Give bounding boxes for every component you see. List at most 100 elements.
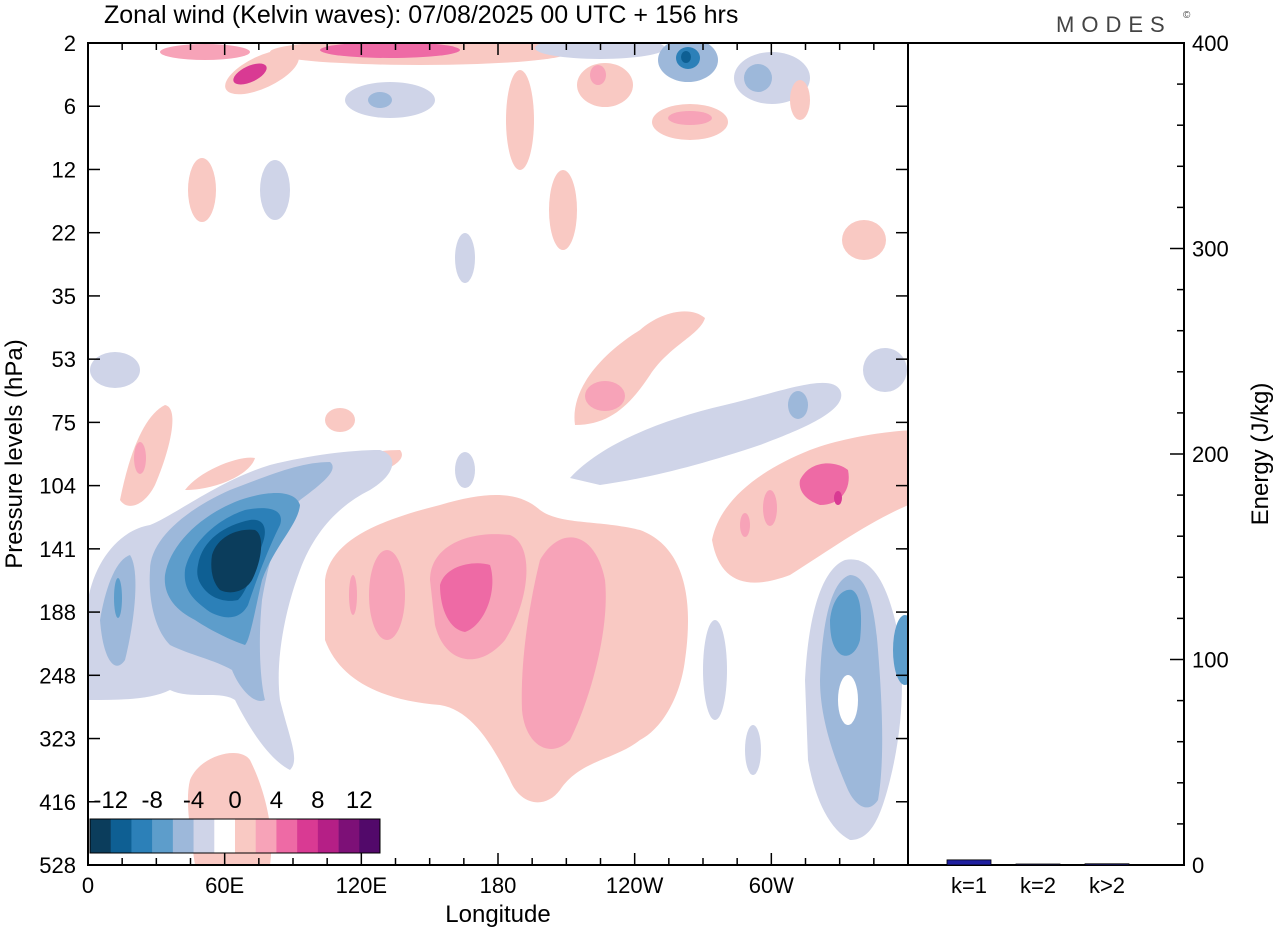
contour-upper-easterly [455,233,475,283]
energy-category-label: k=1 [951,873,987,898]
y-tick-label: 323 [39,727,76,752]
energy-bar [1015,863,1061,866]
contour-easterly-band [90,352,140,388]
easterly-core [88,450,908,840]
contour-easterly-column [745,725,761,775]
contour-easterly-column [844,688,852,712]
energy-tick-label: 0 [1192,853,1204,878]
contour-westerly-mid [521,537,606,749]
colorbar-swatches [90,819,381,853]
brand-copyright-mark: © [1183,10,1191,21]
contour-easterly-core [211,529,262,593]
colorbar-legend: -12 -8 -4 0 4 8 12 [89,787,381,854]
colorbar-swatch [90,819,112,853]
colorbar-label: -4 [183,787,204,814]
heatmap-axes: 0 60E 120E 180 120W 60W 2 6 12 22 35 53 75 104 141 188 2… [39,31,909,898]
colorbar-swatch [317,819,339,853]
x-tick-label: 120W [606,873,664,898]
colorbar-swatch [276,819,298,853]
energy-axes: 0 100 200 300 400 [1170,31,1229,878]
contour-westerly-band [185,457,255,490]
colorbar-label: 12 [346,787,373,814]
y-tick-label: 141 [39,537,76,562]
contour-westerly-core [440,563,493,632]
energy-tick-label: 400 [1192,31,1229,56]
contour-upper-westerly [577,63,633,107]
contour-easterly-band [788,391,808,419]
contour-westerly-band [325,408,355,432]
contour-upper-westerly [506,70,534,170]
y-tick-label: 104 [39,474,76,499]
colorbar-swatch [193,819,215,853]
y-tick-label: 416 [39,790,76,815]
y-tick-label: 188 [39,600,76,625]
y-tick-label: 6 [64,94,76,119]
contour-westerly-band [585,381,625,411]
y-tick-label: 12 [52,157,76,182]
contour-easterly-band [570,382,842,485]
contour-upper-easterly [260,160,290,220]
energy-tick-label: 300 [1192,237,1229,262]
contour-upper-easterly [535,43,665,59]
colorbar-labels: -12 -8 -4 0 4 8 12 [93,787,372,814]
mid-level-bands [90,311,907,506]
contour-upper-easterly [681,51,691,63]
brand-logo: MODES [1056,12,1172,37]
contour-upper-westerly [320,43,460,58]
upper-level-streaks [160,43,886,283]
chart-title: Zonal wind (Kelvin waves): 07/08/2025 00… [104,1,738,29]
colorbar-swatch [359,819,381,853]
contour-westerly-band-east [712,430,908,583]
westerly-region [187,430,908,865]
y-tick-label: 53 [52,347,76,372]
energy-category-label: k=2 [1020,873,1056,898]
contour-westerly-band-east [834,491,842,505]
y-tick-label: 248 [39,663,76,688]
contour-easterly-band [455,452,475,488]
y-axis-label: Pressure levels (hPa) [1,339,28,568]
contour-upper-westerly [668,111,712,125]
contour-westerly-band-east [740,513,750,537]
energy-axis-label: Energy (J/kg) [1247,383,1274,526]
contour-easterly-tongue [114,578,122,618]
contour-upper-easterly [744,64,772,92]
colorbar-swatch [297,819,319,853]
contour-westerly-band-east [763,490,777,526]
colorbar-label: 8 [311,787,324,814]
colorbar-label: -12 [93,787,128,814]
y-tick-label: 2 [64,31,76,56]
y-tick-label: 528 [39,853,76,878]
colorbar-swatch [172,819,194,853]
colorbar-swatch [214,819,236,853]
contour-easterly-column [830,589,862,656]
contour-upper-westerly [790,80,810,120]
x-tick-label: 60W [749,873,794,898]
energy-tick-label: 200 [1192,442,1229,467]
contour-easterly-band [863,348,907,392]
x-axis-label: Longitude [445,901,550,928]
x-tick-label: 180 [480,873,517,898]
colorbar-label: 0 [228,787,241,814]
colorbar-swatch [338,819,360,853]
energy-category-label: k>2 [1089,873,1125,898]
energy-bar [1084,863,1130,866]
x-tick-label: 60E [205,873,244,898]
colorbar-label: -8 [141,787,162,814]
colorbar-swatch [110,819,132,853]
contour-upper-westerly [549,170,577,250]
x-tick-label: 120E [336,873,387,898]
contour-westerly-mid [369,550,405,640]
colorbar-swatch [152,819,174,853]
energy-panel-frame [907,42,1185,866]
energy-bar [946,859,992,866]
contour-upper-westerly [842,220,886,260]
contour-upper-westerly [188,158,216,222]
energy-bars: k=1 k=2 k>2 [946,859,1130,898]
contour-easterly-column [893,615,908,685]
contour-upper-westerly [233,63,267,85]
colorbar-swatch [255,819,277,853]
contour-westerly-band [134,442,146,474]
contour-westerly-band [120,405,173,506]
y-tick-label: 75 [52,410,76,435]
contour-upper-westerly [160,44,250,60]
